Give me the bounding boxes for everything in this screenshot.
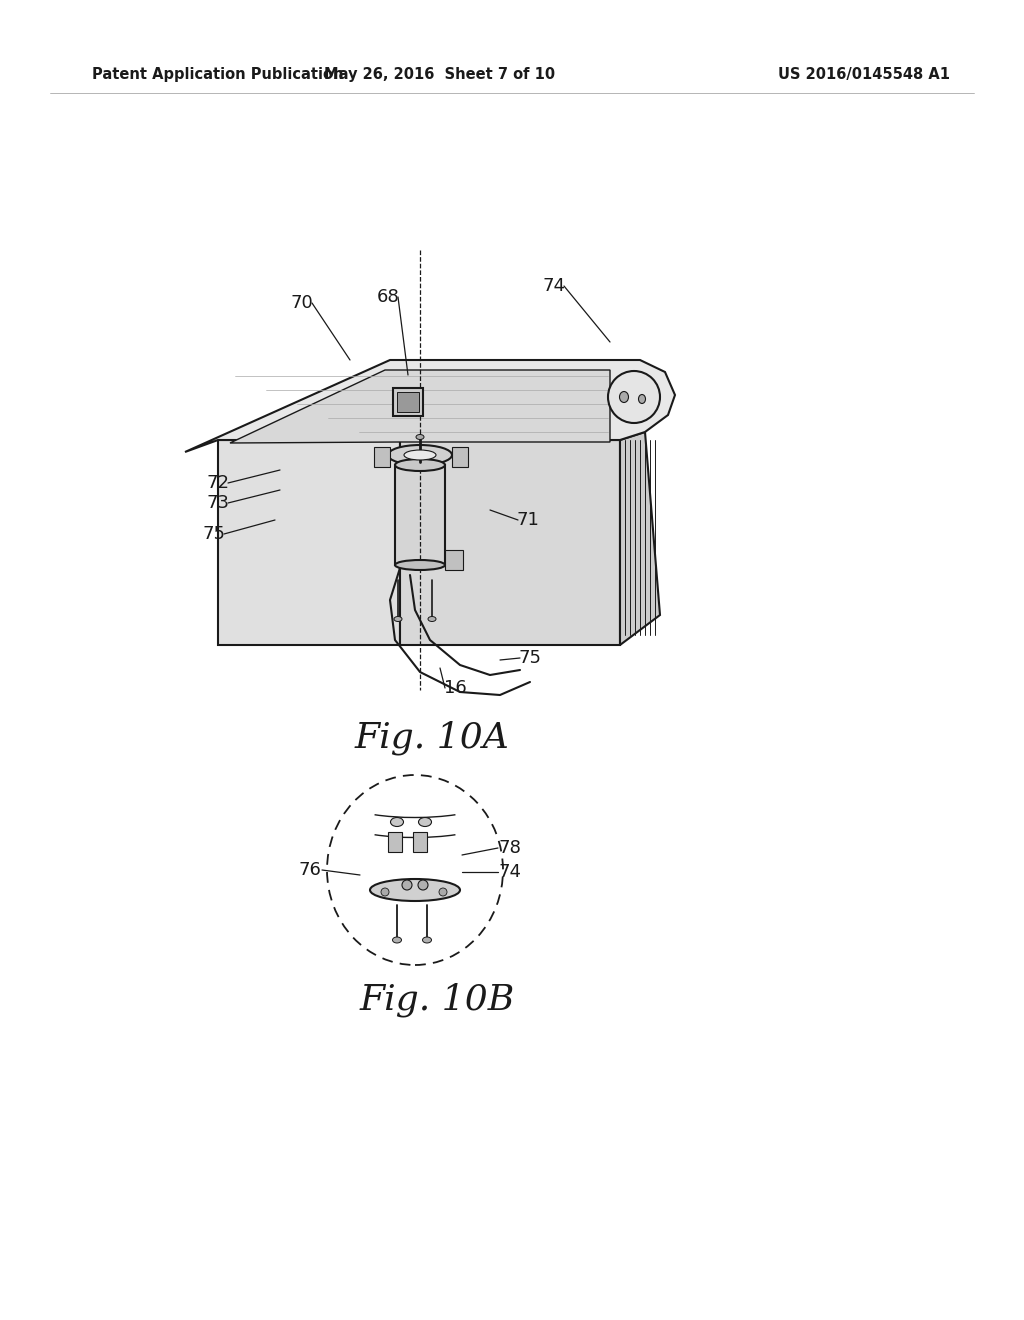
Text: US 2016/0145548 A1: US 2016/0145548 A1 <box>778 67 950 82</box>
Ellipse shape <box>419 817 431 826</box>
Ellipse shape <box>404 450 436 459</box>
Bar <box>397 392 419 412</box>
Polygon shape <box>218 440 400 645</box>
Text: 16: 16 <box>443 678 466 697</box>
Text: 75: 75 <box>518 649 542 667</box>
Ellipse shape <box>639 395 645 404</box>
Ellipse shape <box>395 560 445 570</box>
Text: 75: 75 <box>203 525 225 543</box>
Ellipse shape <box>388 445 452 465</box>
Text: 71: 71 <box>516 511 540 529</box>
Polygon shape <box>620 432 660 645</box>
Circle shape <box>402 880 412 890</box>
Circle shape <box>381 888 389 896</box>
Circle shape <box>608 371 660 422</box>
Text: 72: 72 <box>207 474 229 492</box>
Ellipse shape <box>394 616 402 622</box>
Ellipse shape <box>620 392 629 403</box>
Polygon shape <box>400 440 620 645</box>
Bar <box>388 832 402 851</box>
Ellipse shape <box>416 434 424 440</box>
Polygon shape <box>445 550 463 570</box>
Polygon shape <box>185 360 675 451</box>
Ellipse shape <box>392 937 401 942</box>
Bar <box>395 465 445 565</box>
Circle shape <box>439 888 447 896</box>
Ellipse shape <box>428 616 436 622</box>
Circle shape <box>418 880 428 890</box>
Text: 68: 68 <box>377 288 399 306</box>
Ellipse shape <box>370 879 460 902</box>
Polygon shape <box>452 447 468 467</box>
Polygon shape <box>230 370 610 444</box>
Text: Fig. 10A: Fig. 10A <box>355 721 510 755</box>
Text: 76: 76 <box>299 861 322 879</box>
Ellipse shape <box>395 459 445 471</box>
Ellipse shape <box>423 937 431 942</box>
Text: Fig. 10B: Fig. 10B <box>360 983 515 1018</box>
Ellipse shape <box>390 817 403 826</box>
Text: 74: 74 <box>499 863 521 880</box>
Polygon shape <box>374 447 390 467</box>
Text: May 26, 2016  Sheet 7 of 10: May 26, 2016 Sheet 7 of 10 <box>325 67 556 82</box>
Bar <box>413 832 427 851</box>
Text: 70: 70 <box>291 294 313 312</box>
Text: 73: 73 <box>207 494 229 512</box>
Text: 78: 78 <box>499 840 521 857</box>
Bar <box>393 388 423 416</box>
Text: 74: 74 <box>543 277 565 294</box>
Text: Patent Application Publication: Patent Application Publication <box>92 67 343 82</box>
